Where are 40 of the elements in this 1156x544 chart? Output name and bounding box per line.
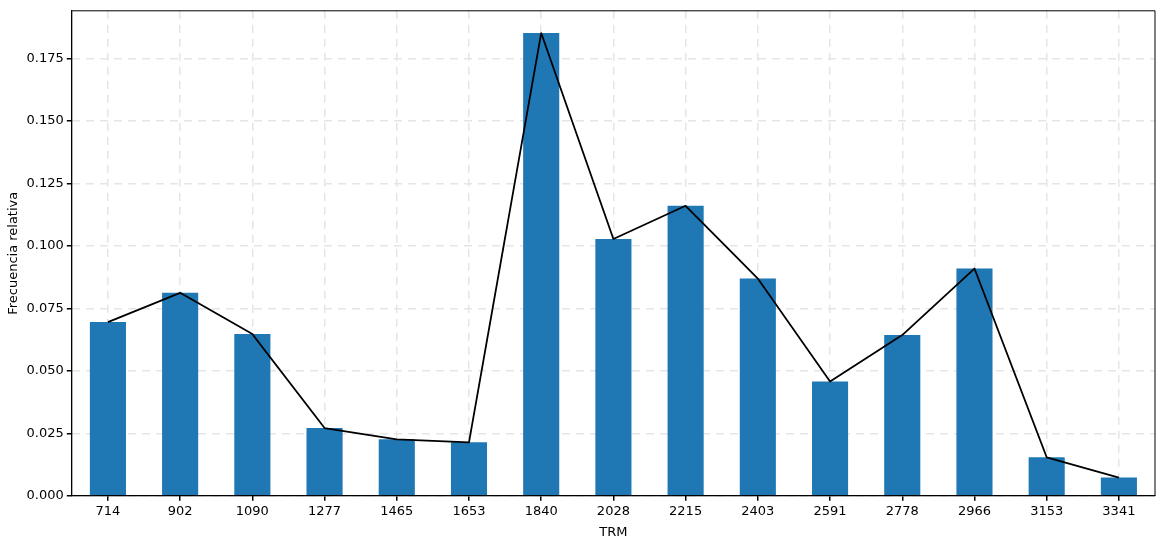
bar	[739, 278, 776, 496]
y-tick-label: 0.175	[26, 49, 64, 65]
x-tick-label: 1840	[524, 502, 558, 518]
y-tick-label: 0.050	[26, 362, 64, 378]
bar	[450, 442, 488, 496]
x-axis-title: TRM	[598, 523, 628, 539]
x-tick-label: 3341	[1102, 502, 1136, 518]
x-tick-label: 1277	[308, 502, 342, 518]
x-tick-label: 1653	[452, 502, 486, 518]
bar	[1028, 457, 1065, 496]
x-tick-label: 1090	[235, 502, 269, 518]
bar	[884, 335, 921, 496]
bar	[811, 381, 849, 496]
y-tick-label: 0.075	[26, 299, 64, 315]
bar	[89, 322, 126, 496]
bar	[523, 33, 560, 496]
y-tick-label: 0.125	[26, 174, 64, 190]
bar	[234, 334, 271, 496]
x-tick-label: 2591	[813, 502, 847, 518]
x-tick-label: 902	[167, 502, 193, 518]
y-tick-label: 0.100	[26, 237, 64, 253]
y-axis-title: Frecuencia relativa	[5, 191, 21, 315]
x-tick-label: 714	[95, 502, 121, 518]
x-tick-label: 2215	[669, 502, 703, 518]
bar	[667, 205, 704, 496]
bar	[1100, 477, 1137, 496]
x-tick-label: 2966	[957, 502, 992, 518]
x-tick-label: 2028	[596, 502, 630, 518]
x-tick-label: 1465	[380, 502, 414, 518]
x-tick-label: 3153	[1030, 502, 1064, 518]
y-tick-label: 0.150	[26, 112, 64, 128]
bar	[162, 292, 199, 496]
x-tick-label: 2778	[885, 502, 919, 518]
bar	[378, 439, 415, 496]
y-tick-label: 0.000	[26, 487, 64, 503]
bar	[306, 428, 343, 496]
bar	[595, 239, 632, 496]
y-tick-label: 0.025	[26, 424, 64, 440]
bar	[956, 268, 993, 496]
x-tick-label: 2403	[741, 502, 775, 518]
